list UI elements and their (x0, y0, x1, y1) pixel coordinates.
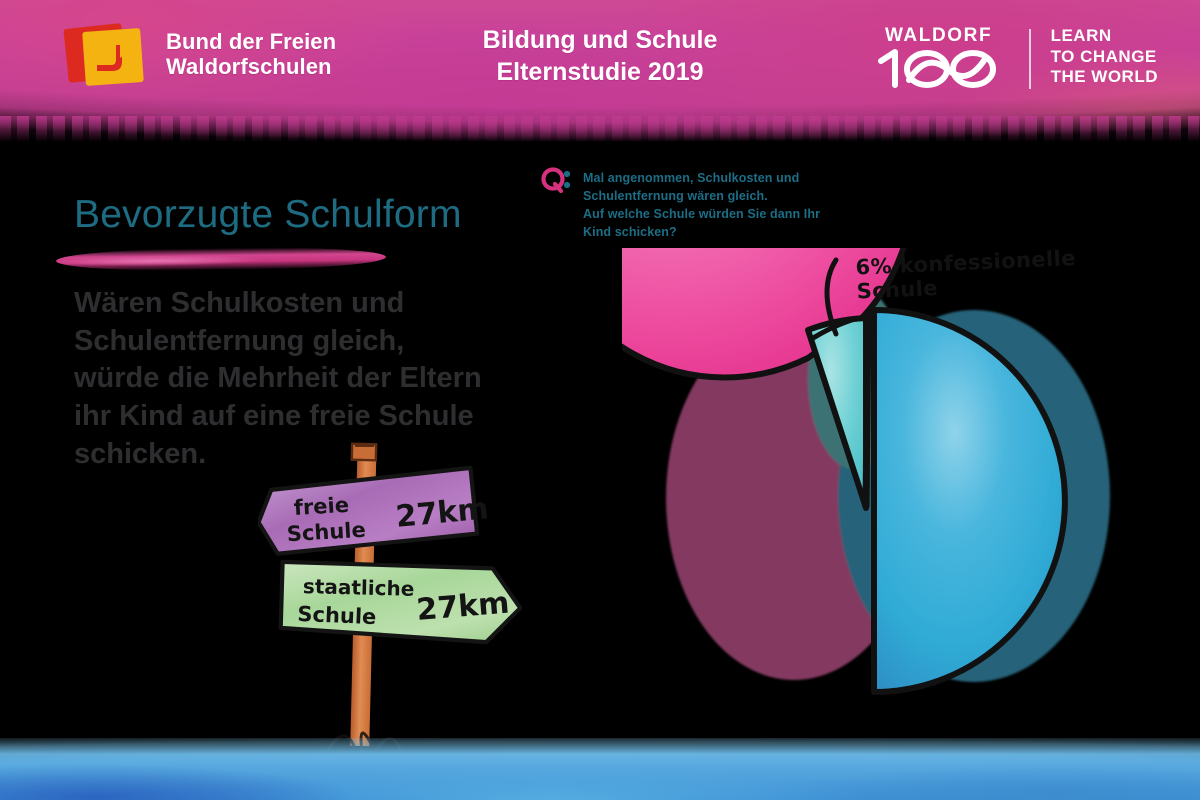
title-underline-brush (55, 245, 387, 273)
brand-name: Bund der Freien Waldorfschulen (166, 29, 337, 79)
svg-text:freie: freie (293, 493, 349, 520)
sign-staatliche-schule: staatliche Schule 27km (278, 559, 523, 645)
brand-lockup: Bund der Freien Waldorfschulen (58, 22, 336, 88)
signpost-illustration: freie Schule 27km staatliche Schule 27km (256, 432, 578, 762)
svg-text:Schule: Schule (297, 602, 377, 629)
question-mark-icon (540, 164, 574, 198)
question-block: Mal angenommen, Schulkosten und Schulent… (540, 164, 900, 241)
waldorf100-lockup: WALDORF LEARN TO CHANGE THE WORLD (869, 26, 1158, 89)
pie-chart: 41% staatliche, kommunale Schule 47% nic… (533, 0, 1182, 748)
svg-text:staatliche: staatliche (303, 574, 415, 601)
waldorf100-tagline: LEARN TO CHANGE THE WORLD (1050, 26, 1158, 87)
callout-leader-line (824, 257, 839, 337)
waldorf100-hundred-icon (877, 49, 996, 88)
lede-paragraph: Wären Schulkosten und Schulentfernung gl… (74, 287, 482, 470)
svg-text:Schule: Schule (286, 518, 366, 547)
waldorf100-word: WALDORF (884, 25, 993, 46)
header-brush-edge (0, 116, 1200, 142)
waldorf-rose-logo-icon (58, 22, 150, 88)
svg-text:27km: 27km (415, 586, 510, 628)
sign-freie-schule: freie Schule 27km (256, 465, 490, 556)
svg-text:27km: 27km (394, 491, 490, 534)
bottom-watercolor-wash (0, 738, 1200, 800)
section-title: Bevorzugte Schulform (74, 193, 462, 236)
header-band: Bund der Freien Waldorfschulen Bildung u… (0, 0, 1200, 142)
question-text: Mal angenommen, Schulkosten und Schulent… (583, 171, 821, 239)
waldorf100-divider (1028, 29, 1031, 89)
pie-slice-nicht-staatliche (871, 307, 1068, 695)
